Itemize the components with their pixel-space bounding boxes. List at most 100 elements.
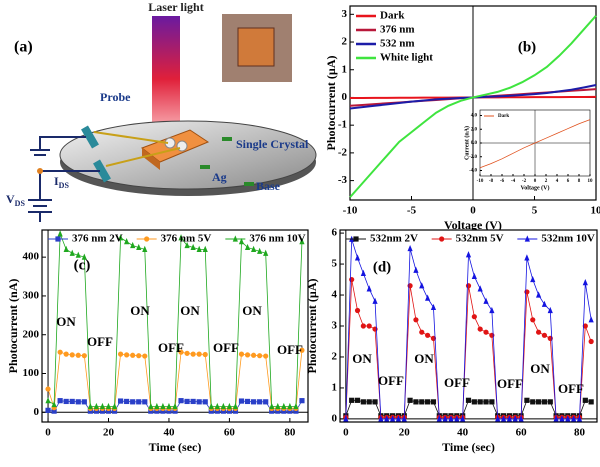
legend-label: 532 nm xyxy=(380,38,415,50)
data-point xyxy=(160,408,166,414)
data-point xyxy=(69,352,75,358)
legend-label: 532nm 10V xyxy=(541,233,595,245)
x-tick-label: 4 xyxy=(556,179,559,184)
x-axis-title: Voltage (V) xyxy=(521,184,550,191)
data-point xyxy=(87,402,93,410)
x-tick-label: 6 xyxy=(567,179,570,184)
data-point xyxy=(244,398,251,405)
data-point xyxy=(465,397,472,403)
data-point xyxy=(184,350,190,356)
data-point xyxy=(117,234,124,241)
data-point xyxy=(495,415,501,422)
y-tick-label: 0 xyxy=(332,412,338,424)
y-tick-label: -1 xyxy=(338,119,347,131)
data-point xyxy=(378,415,384,422)
data-point xyxy=(483,399,489,405)
data-point xyxy=(413,266,419,273)
data-point xyxy=(407,283,413,289)
data-point xyxy=(202,399,208,405)
y-axis-title: Photocurrent (nA) xyxy=(6,279,20,374)
data-point xyxy=(250,352,257,358)
data-point xyxy=(275,402,281,410)
data-point xyxy=(196,399,202,405)
data-point xyxy=(45,386,51,392)
data-point xyxy=(220,408,226,414)
data-point xyxy=(354,307,361,314)
x-tick-label: 80 xyxy=(284,427,296,439)
data-point xyxy=(220,402,226,410)
data-point xyxy=(535,329,542,335)
data-point xyxy=(166,408,172,414)
y-tick-label: 6 xyxy=(332,227,338,239)
data-point xyxy=(366,399,372,405)
data-point xyxy=(588,338,594,345)
data-point xyxy=(105,402,112,410)
data-point xyxy=(238,238,245,245)
crystal-photo-block xyxy=(237,27,275,67)
current-label: IDS xyxy=(54,174,69,190)
data-point xyxy=(257,353,263,359)
data-point xyxy=(349,276,355,283)
data-point xyxy=(148,408,154,414)
x-tick-label: -10 xyxy=(477,179,484,184)
annotation: OFF xyxy=(158,340,184,355)
data-point xyxy=(299,398,305,404)
data-point xyxy=(190,351,196,357)
annotation: ON xyxy=(56,314,76,329)
data-point xyxy=(436,415,442,422)
y-tick-label: 0.0 xyxy=(471,141,478,146)
x-tick-label: -2 xyxy=(522,179,527,184)
x-tick-label: 0 xyxy=(343,427,349,439)
legend-label: 376 nm 5V xyxy=(161,233,212,245)
diagram: (a) Laser light Probe Single Crystal Ag … xyxy=(6,0,317,222)
panel-label: (c) xyxy=(74,257,91,273)
panel-label: (a) xyxy=(14,39,33,56)
data-point xyxy=(244,243,251,251)
data-point xyxy=(111,402,118,410)
data-point xyxy=(547,399,553,405)
data-point xyxy=(512,415,518,422)
data-point xyxy=(263,353,269,359)
x-tick-label: 0 xyxy=(534,179,537,184)
data-point xyxy=(448,415,454,422)
current-symbol: I xyxy=(54,174,59,188)
data-point xyxy=(263,399,269,405)
data-point xyxy=(142,353,148,359)
data-point xyxy=(477,399,483,405)
data-point xyxy=(232,402,239,410)
data-point xyxy=(202,245,208,252)
y-tick-label: 100 xyxy=(23,367,40,379)
data-point xyxy=(530,399,536,405)
data-point xyxy=(477,285,483,292)
data-point xyxy=(287,402,293,410)
data-point xyxy=(214,408,220,414)
data-point xyxy=(69,249,75,256)
data-point xyxy=(489,399,495,405)
data-point xyxy=(51,400,57,408)
annotation: OFF xyxy=(497,376,523,391)
data-point xyxy=(366,285,372,292)
data-point xyxy=(45,407,51,413)
data-point xyxy=(425,399,431,405)
data-point xyxy=(81,253,87,260)
annotation: OFF xyxy=(213,340,239,355)
x-tick-label: 20 xyxy=(399,427,411,439)
data-point xyxy=(430,399,437,405)
y-tick-label: 0 xyxy=(342,91,348,103)
legend-marker xyxy=(439,236,445,242)
node xyxy=(37,168,43,174)
data-point xyxy=(160,402,166,410)
data-point xyxy=(99,402,106,410)
data-point xyxy=(576,415,583,422)
data-point xyxy=(196,245,202,252)
data-point xyxy=(541,300,548,307)
data-point xyxy=(75,399,81,405)
data-point xyxy=(124,238,130,245)
y-tick-label: 3 xyxy=(342,8,348,20)
y-tick-label: 0 xyxy=(34,406,40,418)
legend-label: White light xyxy=(380,52,433,64)
probe-wire xyxy=(93,131,169,144)
data-point xyxy=(69,398,75,405)
legend-label: 376 nm 2V xyxy=(72,233,123,245)
